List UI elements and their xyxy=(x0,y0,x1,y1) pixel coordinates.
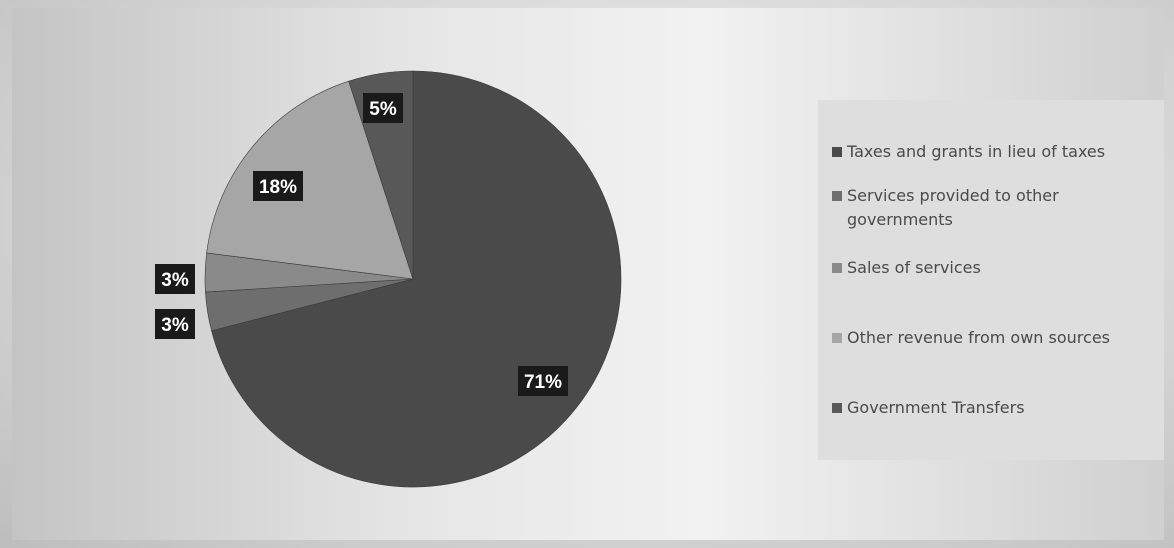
legend-swatch-government-transfers xyxy=(832,403,842,413)
legend-item-other-revenue: Other revenue from own sources xyxy=(832,326,1110,350)
data-label-text-taxes: 71% xyxy=(524,372,562,393)
legend-label-services-governments: Services provided to other governments xyxy=(847,186,1059,229)
data-label-other-revenue: 18% xyxy=(253,171,303,201)
legend-label-sales: Sales of services xyxy=(847,258,981,277)
legend-label-government-transfers: Government Transfers xyxy=(847,398,1025,417)
data-label-box-services-governments xyxy=(155,309,195,339)
legend-swatch-services-governments xyxy=(832,191,842,201)
legend-item-sales: Sales of services xyxy=(832,256,981,280)
data-label-government-transfers: 5% xyxy=(363,93,403,123)
pie-slice-other-revenue xyxy=(206,80,414,280)
legend-label-other-revenue: Other revenue from own sources xyxy=(847,328,1110,347)
data-label-taxes: 71% xyxy=(518,366,568,396)
data-label-box-sales xyxy=(155,264,195,294)
data-label-text-other-revenue: 18% xyxy=(259,177,297,198)
legend-item-services-governments: Services provided to other governments xyxy=(832,184,1147,232)
legend-item-government-transfers: Government Transfers xyxy=(832,396,1025,420)
data-label-text-government-transfers: 5% xyxy=(369,99,397,120)
legend-swatch-taxes xyxy=(832,147,842,157)
data-label-sales: 3% xyxy=(155,264,195,294)
data-label-box-taxes xyxy=(518,366,568,396)
legend-swatch-sales xyxy=(832,263,842,273)
data-label-text-sales: 3% xyxy=(161,270,189,291)
data-label-text-services-governments: 3% xyxy=(161,315,189,336)
data-label-services-governments: 3% xyxy=(155,309,195,339)
legend-swatch-other-revenue xyxy=(832,333,842,343)
data-label-box-government-transfers xyxy=(363,93,403,123)
legend-label-taxes: Taxes and grants in lieu of taxes xyxy=(847,142,1106,161)
data-label-box-other-revenue xyxy=(253,171,303,201)
legend-item-taxes: Taxes and grants in lieu of taxes xyxy=(832,140,1105,164)
legend: Taxes and grants in lieu of taxes Servic… xyxy=(818,100,1164,460)
